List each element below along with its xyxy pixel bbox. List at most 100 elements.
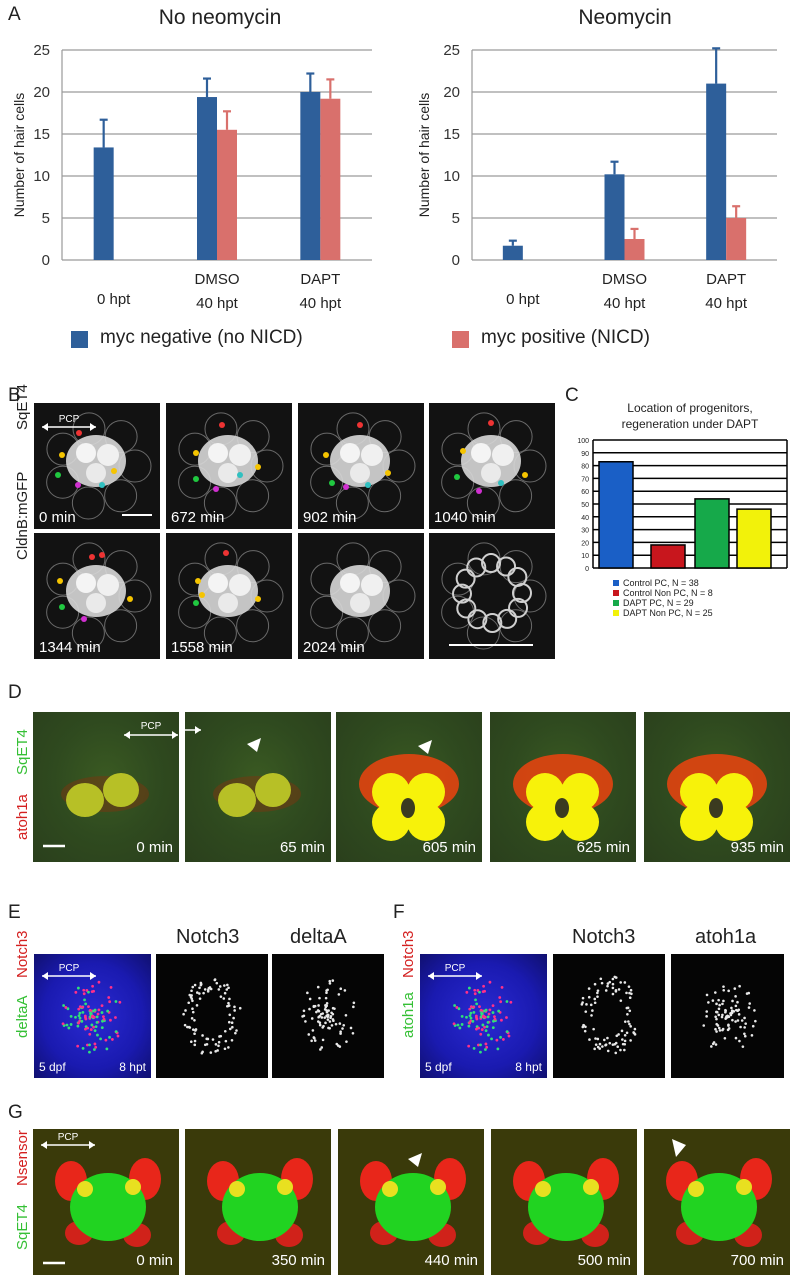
legend-swatch — [613, 580, 619, 586]
panel-g-tile: 440 min — [338, 1129, 484, 1275]
hair-cell — [76, 443, 96, 463]
signal-dot — [330, 1024, 334, 1027]
signal-dot — [606, 1049, 610, 1053]
legend-label-pos: myc positive (NICD) — [481, 327, 650, 348]
signal-dot — [118, 1000, 122, 1004]
signal-dot — [722, 999, 725, 1003]
signal-dot — [227, 1001, 230, 1005]
signal-dot — [623, 1033, 627, 1037]
cell-outline — [46, 595, 80, 629]
signal-dot — [93, 1029, 97, 1032]
cell-outline — [508, 597, 529, 618]
signal-dot — [478, 1005, 481, 1008]
signal-dot — [191, 1007, 194, 1011]
signal-dot — [473, 992, 477, 996]
signal-dot — [336, 1044, 340, 1047]
signal-dot — [743, 1016, 746, 1020]
cell-outline — [335, 616, 369, 650]
panel-e-deltaa-tile — [272, 954, 384, 1078]
signal-dot — [736, 1019, 740, 1022]
cell-outline — [335, 486, 369, 520]
signal-dot — [186, 1025, 189, 1029]
tracked-cell-dot — [76, 430, 82, 436]
signal-dot — [484, 1029, 488, 1032]
signal-dot — [733, 987, 737, 990]
signal-dot — [327, 1009, 330, 1012]
signal-dot — [325, 1002, 329, 1005]
signal-dot — [318, 1023, 322, 1027]
pcp-arrow-head — [89, 1141, 95, 1149]
signal-dot — [484, 1048, 487, 1051]
signal-dot — [316, 1020, 320, 1023]
cell-outline — [466, 557, 487, 578]
bar — [736, 508, 772, 569]
overlap — [125, 1179, 141, 1195]
signal-dot — [114, 1016, 117, 1019]
signal-dot — [88, 1008, 92, 1012]
signal-dot — [223, 1029, 227, 1033]
signal-dot — [325, 991, 328, 995]
signal-dot — [214, 1043, 218, 1046]
signal-dot — [199, 983, 203, 987]
signal-dot — [581, 1025, 585, 1029]
cell-outline — [499, 609, 533, 643]
signal-dot — [598, 1042, 602, 1046]
signal-dot — [625, 1031, 629, 1035]
bar — [694, 498, 730, 569]
y-tick-label: 30 — [581, 528, 589, 535]
time-label: 700 min — [730, 1252, 784, 1269]
signal-dot — [339, 1030, 342, 1033]
signal-dot — [85, 989, 89, 992]
x-tick-label: 40 hpt — [196, 295, 239, 312]
signal-dot — [623, 1048, 626, 1052]
cell-outline — [497, 608, 518, 629]
signal-dot — [116, 1034, 120, 1038]
signal-dot — [734, 1004, 738, 1008]
panel-b-tile: 2024 min — [298, 533, 424, 659]
signal-dot — [725, 1015, 729, 1019]
signal-dot — [471, 1019, 475, 1023]
signal-dot — [326, 1015, 330, 1018]
panel-d-label-atoh1a: atoh1a — [14, 794, 31, 840]
signal-dot — [611, 992, 615, 996]
panel-d-tile: 0 min — [33, 712, 179, 862]
hair-cell — [103, 773, 139, 807]
signal-dot — [734, 1036, 738, 1040]
arrowhead-marker — [418, 740, 432, 754]
signal-dot — [198, 997, 202, 1000]
signal-dot — [499, 1000, 503, 1004]
signal-dot — [469, 1011, 473, 1015]
signal-dot — [90, 1015, 94, 1019]
signal-dot — [614, 1051, 618, 1055]
overlap — [382, 1181, 398, 1197]
signal-dot — [491, 1026, 495, 1030]
signal-dot — [738, 984, 741, 988]
signal-dot — [600, 981, 604, 985]
signal-dot — [201, 1034, 204, 1037]
tracked-cell-dot — [99, 482, 105, 488]
panel-e-label-deltaa: deltaA — [14, 995, 31, 1038]
signal-dot — [630, 992, 633, 996]
signal-dot — [628, 996, 632, 1000]
signal-dot — [96, 1012, 100, 1016]
panel-g-tile: 500 min — [491, 1129, 637, 1275]
signal-dot — [214, 1050, 217, 1053]
tracked-cell-dot — [357, 422, 363, 428]
signal-dot — [232, 1016, 235, 1020]
panel-b-label-cldnb: CldnB:mGFP — [14, 471, 31, 560]
signal-dot — [465, 1015, 468, 1019]
cell-outline — [455, 568, 476, 589]
tracked-cell-dot — [365, 482, 371, 488]
bar — [726, 218, 747, 260]
signal-dot — [95, 1021, 99, 1024]
signal-dot — [317, 1009, 321, 1013]
signal-dot — [99, 1037, 102, 1041]
time-label: 672 min — [171, 509, 225, 526]
time-label: 0 min — [136, 1252, 173, 1269]
panel-d-pcp: PCP — [122, 718, 182, 745]
signal-dot — [104, 1038, 108, 1042]
signal-dot — [310, 1039, 313, 1043]
signal-dot — [475, 1002, 479, 1006]
signal-dot — [87, 990, 90, 994]
signal-dot — [76, 1044, 80, 1048]
